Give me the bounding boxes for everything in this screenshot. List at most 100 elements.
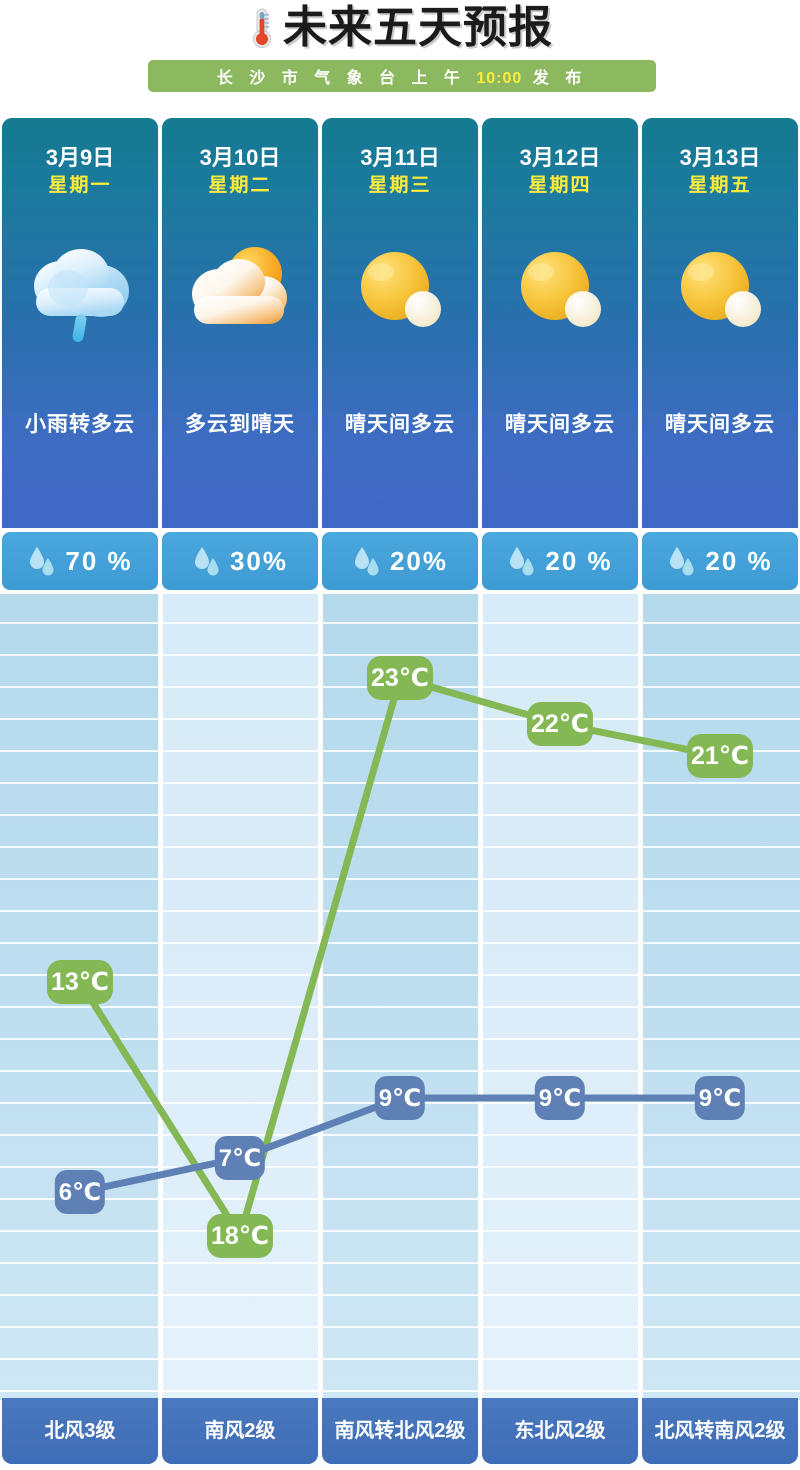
sun-small-cloud-icon xyxy=(661,236,779,346)
high-temp-line xyxy=(76,674,724,1240)
page-title: 未来五天预报 xyxy=(283,2,553,53)
day-weekday: 星期一 xyxy=(48,175,112,196)
chart-divider xyxy=(478,594,483,1400)
wind-info-5: 北风转南风2级 xyxy=(642,1398,798,1464)
wind-text: 东北风2级 xyxy=(514,1420,606,1442)
day-condition: 多云到晴天 xyxy=(185,413,295,436)
chart-gridline xyxy=(0,1166,800,1168)
day-date: 3月12日 xyxy=(519,145,601,170)
high-temp-label-4: 22℃ xyxy=(526,702,594,746)
header: 未来五天预报 长 沙 市 气 象 台 上 午 10:00 发 布 xyxy=(0,0,800,110)
day-condition: 小雨转多云 xyxy=(25,413,135,436)
wind-info-4: 东北风2级 xyxy=(482,1398,638,1464)
chart-gridline xyxy=(0,814,800,816)
chart-divider xyxy=(318,594,323,1400)
wind-info-1: 北风3级 xyxy=(2,1398,158,1464)
rain-probability-1: 70 % xyxy=(2,532,158,590)
water-drop-icon xyxy=(192,544,222,578)
thermometer-icon xyxy=(247,6,277,50)
chart-gridline xyxy=(0,1358,800,1360)
day-card-4[interactable]: 3月12日 星期四 晴天间多云 xyxy=(482,118,638,528)
chart-gridline xyxy=(0,878,800,880)
high-temp-label-2: 18℃ xyxy=(206,1214,274,1258)
chart-column-5 xyxy=(640,594,800,1400)
chart-gridline xyxy=(0,782,800,784)
day-card-1[interactable]: 3月9日 星期一 xyxy=(2,118,158,528)
day-card-5[interactable]: 3月13日 星期五 晴天间多云 xyxy=(642,118,798,528)
high-temp-label-5: 21℃ xyxy=(686,734,754,778)
wind-text: 南风转北风2级 xyxy=(334,1420,466,1442)
sun-behind-cloud-icon xyxy=(181,236,299,346)
chart-gridline xyxy=(0,1070,800,1072)
chart-gridline xyxy=(0,1006,800,1008)
high-temp-label-3: 23℃ xyxy=(366,656,434,700)
rain-probability-value: 20 % xyxy=(705,545,773,576)
wind-info-3: 南风转北风2级 xyxy=(322,1398,478,1464)
chart-gridline xyxy=(0,622,800,624)
sun-small-cloud-icon xyxy=(501,236,619,346)
day-weekday: 星期五 xyxy=(688,175,752,196)
day-cards: 3月9日 星期一 xyxy=(0,118,800,528)
high-temp-label-1: 13℃ xyxy=(46,960,114,1004)
publish-banner: 长 沙 市 气 象 台 上 午 10:00 发 布 xyxy=(148,60,656,92)
water-drop-icon xyxy=(352,544,382,578)
low-temp-label-1: 6℃ xyxy=(54,1170,106,1214)
rain-probability-3: 20% xyxy=(322,532,478,590)
low-temp-label-4: 9℃ xyxy=(534,1076,586,1120)
banner-time: 10:00 xyxy=(476,70,523,87)
banner-suffix: 发 布 xyxy=(522,70,588,87)
chart-gridline xyxy=(0,654,800,656)
chart-divider xyxy=(638,594,643,1400)
day-date: 3月11日 xyxy=(360,145,440,170)
chart-gridline xyxy=(0,1198,800,1200)
day-condition: 晴天间多云 xyxy=(345,413,455,436)
chart-gridline xyxy=(0,1294,800,1296)
chart-gridline xyxy=(0,1326,800,1328)
day-weekday: 星期四 xyxy=(528,175,592,196)
low-temp-label-5: 9℃ xyxy=(694,1076,746,1120)
low-temp-label-3: 9℃ xyxy=(374,1076,426,1120)
rain-cloud-icon xyxy=(21,236,139,346)
chart-gridline xyxy=(0,1230,800,1232)
day-date: 3月13日 xyxy=(679,145,761,170)
chart-column-3 xyxy=(320,594,480,1400)
chart-gridline xyxy=(0,942,800,944)
day-weekday: 星期三 xyxy=(368,175,432,196)
chart-gridline xyxy=(0,846,800,848)
sun-small-cloud-icon xyxy=(341,236,459,346)
title-row: 未来五天预报 xyxy=(0,2,800,54)
chart-gridline xyxy=(0,974,800,976)
chart-gridline xyxy=(0,750,800,752)
chart-gridline xyxy=(0,1390,800,1392)
rain-probability-value: 70 % xyxy=(65,545,133,576)
day-condition: 晴天间多云 xyxy=(505,413,615,436)
wind-text: 南风2级 xyxy=(204,1420,276,1442)
water-drop-icon xyxy=(27,544,57,578)
wind-text: 北风转南风2级 xyxy=(654,1420,786,1442)
day-date: 3月9日 xyxy=(45,145,115,170)
low-temp-label-2: 7℃ xyxy=(214,1136,266,1180)
rain-probability-5: 20 % xyxy=(642,532,798,590)
day-condition: 晴天间多云 xyxy=(665,413,775,436)
day-card-2[interactable]: 3月10日 星期二 xyxy=(162,118,318,528)
chart-gridline xyxy=(0,1262,800,1264)
publish-banner-text: 长 沙 市 气 象 台 上 午 10:00 发 布 xyxy=(217,64,587,88)
chart-gridline xyxy=(0,1134,800,1136)
water-drop-icon xyxy=(667,544,697,578)
water-drop-icon xyxy=(507,544,537,578)
temperature-chart: 13℃ 18℃ 23℃ 22℃ 21℃ 6℃ 7℃ 9℃ 9℃ 9℃ xyxy=(0,594,800,1400)
rain-probability-value: 20% xyxy=(389,545,449,576)
rain-probability-value: 30% xyxy=(229,545,289,576)
day-weekday: 星期二 xyxy=(208,175,272,196)
chart-gridline xyxy=(0,1038,800,1040)
chart-gridline xyxy=(0,718,800,720)
chart-column-2 xyxy=(160,594,320,1400)
rain-probability-2: 30% xyxy=(162,532,318,590)
temperature-lines xyxy=(76,674,724,1240)
rain-probability-value: 20 % xyxy=(545,545,613,576)
banner-prefix: 长 沙 市 气 象 台 上 午 xyxy=(216,70,477,87)
chart-gridline xyxy=(0,910,800,912)
day-card-3[interactable]: 3月11日 星期三 晴天间多云 xyxy=(322,118,478,528)
chart-divider xyxy=(158,594,163,1400)
